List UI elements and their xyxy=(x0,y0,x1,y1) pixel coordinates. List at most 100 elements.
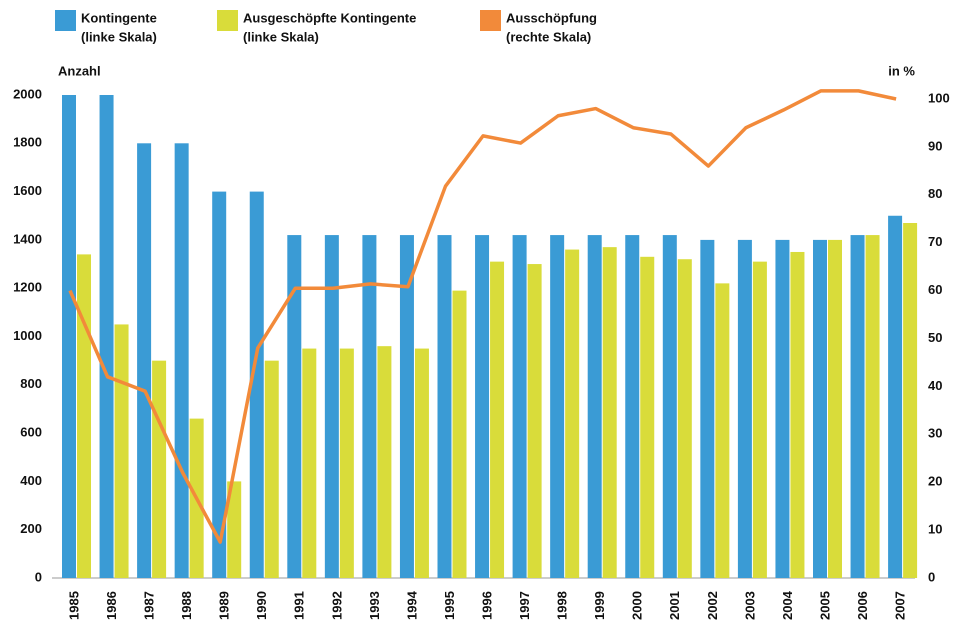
bar xyxy=(137,143,152,579)
bar xyxy=(752,261,767,578)
bar xyxy=(512,235,527,578)
x-tick-label: 2005 xyxy=(817,591,832,620)
x-tick-label: 1987 xyxy=(142,591,157,620)
x-tick-label: 2000 xyxy=(630,591,645,620)
x-tick-label: 1993 xyxy=(367,591,382,620)
y2-tick-label: 100 xyxy=(928,90,950,105)
x-tick-label: 2007 xyxy=(893,591,908,620)
bar xyxy=(903,222,918,578)
bar xyxy=(399,235,414,578)
bar xyxy=(302,348,317,578)
y2-tick-label: 60 xyxy=(928,282,942,297)
x-tick-label: 1985 xyxy=(66,591,81,620)
x-tick-label: 1997 xyxy=(517,591,532,620)
bar xyxy=(212,191,227,578)
legend-note: (linke Skala) xyxy=(243,29,319,44)
x-tick-label: 1996 xyxy=(479,591,494,620)
legend-label: Kontingente xyxy=(81,10,157,25)
y-tick-label: 1600 xyxy=(13,183,42,198)
y-tick-label: 1000 xyxy=(13,328,42,343)
bar xyxy=(828,239,842,578)
x-tick-label: 1999 xyxy=(592,591,607,620)
bar xyxy=(587,235,602,578)
line xyxy=(68,89,897,544)
bar xyxy=(227,481,242,578)
y-tick-label: 2000 xyxy=(13,86,42,101)
legend-label: Ausschöpfung xyxy=(506,10,597,25)
x-tick-label: 1992 xyxy=(329,591,344,620)
legend-note: (linke Skala) xyxy=(81,29,157,44)
x-tick-label: 2004 xyxy=(780,590,795,620)
y-tick-label: 400 xyxy=(20,473,42,488)
y-tick-label: 0 xyxy=(35,569,42,584)
y2-tick-label: 70 xyxy=(928,234,942,249)
legend-swatch xyxy=(217,10,238,31)
y2-tick-label: 0 xyxy=(928,569,935,584)
legend-note: (rechte Skala) xyxy=(506,29,591,44)
bar xyxy=(565,249,580,578)
bar xyxy=(114,324,129,578)
bar xyxy=(414,348,429,578)
y2-tick-label: 20 xyxy=(928,474,942,489)
bar xyxy=(550,235,565,578)
bar xyxy=(77,254,91,578)
y2-tick-label: 50 xyxy=(928,330,942,345)
bar xyxy=(865,235,880,578)
x-tick-label: 2006 xyxy=(855,591,870,620)
y2-tick-label: 10 xyxy=(928,522,942,537)
x-tick-label: 1994 xyxy=(404,590,419,620)
legend-swatch xyxy=(480,10,501,31)
bar xyxy=(362,235,377,578)
bar xyxy=(850,235,865,578)
bar xyxy=(790,251,805,578)
y2-tick-label: 40 xyxy=(928,378,942,393)
legend-label: Ausgeschöpfte Kontingente xyxy=(243,10,416,25)
x-tick-label: 1988 xyxy=(179,591,194,620)
bar xyxy=(737,239,752,578)
y-tick-label: 200 xyxy=(20,521,42,536)
bar xyxy=(700,239,715,578)
bar xyxy=(264,360,279,578)
bar xyxy=(602,247,617,578)
x-tick-label: 2001 xyxy=(667,591,682,620)
bar xyxy=(249,191,264,578)
y-tick-label: 600 xyxy=(20,425,42,440)
bar xyxy=(174,143,189,579)
x-tick-label: 1995 xyxy=(442,591,457,620)
bar xyxy=(324,235,339,578)
bar xyxy=(490,261,505,578)
bar xyxy=(625,235,640,578)
bar xyxy=(377,346,392,578)
bar xyxy=(152,360,167,578)
x-tick-label: 2003 xyxy=(742,591,757,620)
y2-axis-label: in % xyxy=(888,63,915,78)
x-tick-label: 1998 xyxy=(555,591,570,620)
bar xyxy=(437,235,452,578)
bar xyxy=(99,95,114,578)
y-axis-label: Anzahl xyxy=(58,63,101,78)
y2-tick-label: 90 xyxy=(928,138,942,153)
y2-tick-label: 30 xyxy=(928,426,942,441)
x-tick-label: 2002 xyxy=(705,591,720,620)
bar xyxy=(640,256,655,578)
bar xyxy=(62,95,76,578)
bar xyxy=(888,215,903,578)
y-tick-label: 1400 xyxy=(13,231,42,246)
bar xyxy=(452,290,467,578)
bar xyxy=(775,239,790,578)
bar xyxy=(677,259,692,578)
legend-swatch xyxy=(55,10,76,31)
x-tick-label: 1986 xyxy=(104,591,119,620)
y-tick-label: 1800 xyxy=(13,135,42,150)
bar xyxy=(813,239,827,578)
y-tick-label: 800 xyxy=(20,376,42,391)
bar xyxy=(339,348,354,578)
bar xyxy=(715,283,730,578)
x-tick-label: 1989 xyxy=(217,591,232,620)
y-tick-label: 1200 xyxy=(13,280,42,295)
y2-tick-label: 80 xyxy=(928,186,942,201)
bar xyxy=(475,235,490,578)
bar xyxy=(287,235,302,578)
bar xyxy=(527,264,542,578)
